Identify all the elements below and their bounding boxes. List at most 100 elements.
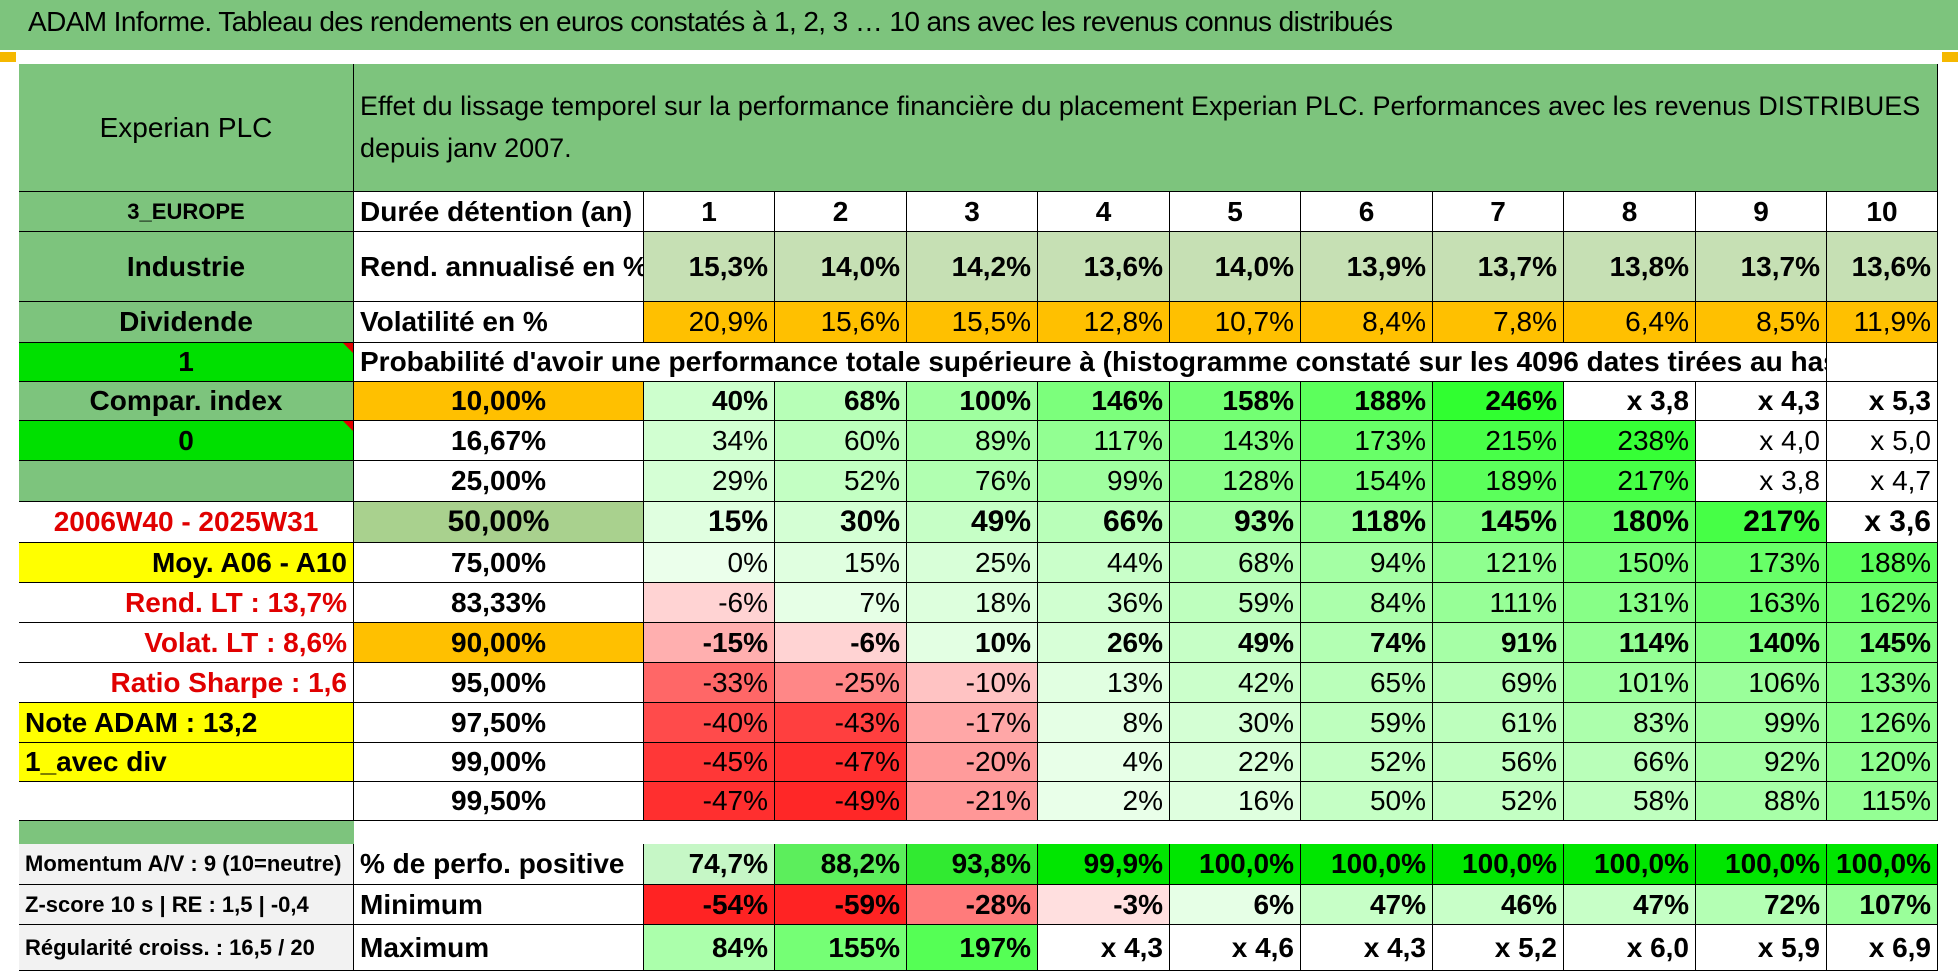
mode-label: 1_avec div [19, 743, 354, 782]
min-value: -28% [907, 885, 1038, 925]
probability-value: 61% [1433, 703, 1564, 743]
vol-value: 6,4% [1564, 302, 1696, 343]
probability-value: 117% [1038, 421, 1170, 461]
probability-threshold: 25,00% [354, 461, 644, 502]
performance-table: Experian PLC Effet du lissage temporel su… [19, 64, 1938, 971]
probability-value: 76% [907, 461, 1038, 502]
pos-value: 99,9% [1038, 844, 1170, 885]
probability-value: 25% [907, 543, 1038, 583]
rend-value: 13,9% [1301, 232, 1433, 302]
pos-value: 100,0% [1433, 844, 1564, 885]
probability-value: 56% [1433, 743, 1564, 782]
max-label: Maximum [354, 925, 644, 971]
probability-value: 10% [907, 623, 1038, 663]
zscore-label: Z-score 10 s | RE : 1,5 | -0,4 [19, 885, 354, 925]
probability-value: 60% [775, 421, 907, 461]
corner-marker-left [0, 52, 16, 62]
probability-value: 66% [1564, 743, 1696, 782]
probability-value: x 5,3 [1827, 382, 1938, 421]
probability-value: 4% [1038, 743, 1170, 782]
duration-header: 8 [1564, 192, 1696, 232]
probability-value: 7% [775, 583, 907, 623]
probability-value: 145% [1827, 623, 1938, 663]
max-value: x 4,3 [1038, 925, 1170, 971]
probability-threshold: 90,00% [354, 623, 644, 663]
probability-value: 217% [1696, 502, 1827, 543]
probability-value: x 3,8 [1564, 382, 1696, 421]
vol-value: 15,5% [907, 302, 1038, 343]
min-value: -3% [1038, 885, 1170, 925]
max-value: x 5,2 [1433, 925, 1564, 971]
pos-label: % de perfo. positive [354, 844, 644, 885]
duration-header: 3 [907, 192, 1038, 232]
probability-value: 49% [907, 502, 1038, 543]
vol-value: 10,7% [1170, 302, 1301, 343]
min-value: 72% [1696, 885, 1827, 925]
probability-title: Probabilité d'avoir une performance tota… [354, 343, 1827, 382]
probability-value: 111% [1433, 583, 1564, 623]
probability-value: 100% [907, 382, 1038, 421]
probability-value: -21% [907, 782, 1038, 821]
probability-value: 84% [1301, 583, 1433, 623]
probability-value: x 3,8 [1696, 461, 1827, 502]
probability-value: 16% [1170, 782, 1301, 821]
spacer-blank [354, 821, 1938, 844]
probability-value: 146% [1038, 382, 1170, 421]
probability-value: 101% [1564, 663, 1696, 703]
rend-value: 14,0% [1170, 232, 1301, 302]
probability-value: 26% [1038, 623, 1170, 663]
probability-value: 121% [1433, 543, 1564, 583]
probability-value: -6% [644, 583, 775, 623]
min-value: 6% [1170, 885, 1301, 925]
max-value: x 5,9 [1696, 925, 1827, 971]
moy-label: Moy. A06 - A10 [19, 543, 354, 583]
probability-value: 93% [1170, 502, 1301, 543]
vol-value: 7,8% [1433, 302, 1564, 343]
probability-value: 29% [644, 461, 775, 502]
table-description: Effet du lissage temporel sur la perform… [354, 64, 1938, 192]
probability-value: 74% [1301, 623, 1433, 663]
probability-value: -20% [907, 743, 1038, 782]
rend-label: Rend. annualisé en % [354, 232, 644, 302]
max-value: x 4,6 [1170, 925, 1301, 971]
probability-value: 217% [1564, 461, 1696, 502]
probability-value: 13% [1038, 663, 1170, 703]
probability-value: 118% [1301, 502, 1433, 543]
vol-value: 11,9% [1827, 302, 1938, 343]
pos-value: 88,2% [775, 844, 907, 885]
pos-value: 100,0% [1696, 844, 1827, 885]
momentum-label: Momentum A/V : 9 (10=neutre) [19, 844, 354, 885]
probability-value: 180% [1564, 502, 1696, 543]
flag-1: 1 [19, 343, 354, 382]
duration-header: 5 [1170, 192, 1301, 232]
vol-value: 8,5% [1696, 302, 1827, 343]
probability-value: 106% [1696, 663, 1827, 703]
probability-value: 188% [1301, 382, 1433, 421]
probability-value: 34% [644, 421, 775, 461]
probability-value: 238% [1564, 421, 1696, 461]
probability-value: 154% [1301, 461, 1433, 502]
probability-value: 173% [1696, 543, 1827, 583]
probability-value: -45% [644, 743, 775, 782]
max-value: 155% [775, 925, 907, 971]
probability-value: 94% [1301, 543, 1433, 583]
probability-value: 2% [1038, 782, 1170, 821]
probability-value: 15% [644, 502, 775, 543]
probability-value: 15% [775, 543, 907, 583]
probability-value: 22% [1170, 743, 1301, 782]
probability-value: 50% [1301, 782, 1433, 821]
pos-value: 100,0% [1301, 844, 1433, 885]
probability-value: 44% [1038, 543, 1170, 583]
probability-threshold: 99,50% [354, 782, 644, 821]
probability-value: -10% [907, 663, 1038, 703]
probability-value: 0% [644, 543, 775, 583]
probability-threshold: 50,00% [354, 502, 644, 543]
pos-value: 74,7% [644, 844, 775, 885]
probability-value: -15% [644, 623, 775, 663]
probability-value: 145% [1433, 502, 1564, 543]
period-label: 2006W40 - 2025W31 [19, 502, 354, 543]
probability-value: 65% [1301, 663, 1433, 703]
probability-value: 115% [1827, 782, 1938, 821]
probability-threshold: 16,67% [354, 421, 644, 461]
probability-threshold: 10,00% [354, 382, 644, 421]
